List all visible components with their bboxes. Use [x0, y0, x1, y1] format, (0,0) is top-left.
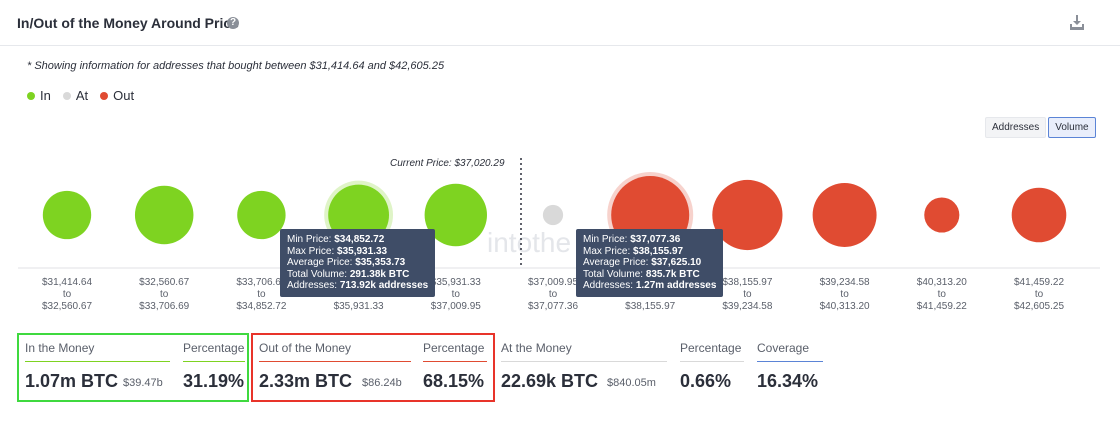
bubble-in [134, 185, 194, 245]
in-the-money-label: In the Money [25, 341, 170, 362]
tick-label-from: $37,009.95 [528, 277, 578, 288]
tick-label-to: $32,560.67 [42, 301, 92, 312]
legend-label-in: In [40, 88, 51, 103]
tick-label-connector: to [840, 289, 849, 300]
tick-label-connector: to [452, 289, 461, 300]
legend-dot-out [100, 91, 109, 100]
tick-label-to: $42,605.25 [1014, 301, 1064, 312]
tick-label-from: $41,459.22 [1014, 277, 1064, 288]
coverage-value: 16.34% [757, 371, 819, 391]
tick-label-to: $34,852.72 [236, 301, 286, 312]
tooltip-row: Max Price: $35,931.33 [287, 245, 388, 257]
tick-label-connector: to [549, 289, 558, 300]
bubble-out [924, 197, 960, 233]
tick-label-from: $33,706.69 [236, 277, 286, 288]
tooltip-row: Min Price: $37,077.36 [583, 234, 681, 245]
tooltip-row: Max Price: $38,155.97 [583, 245, 684, 257]
tick-label-to: $41,459.22 [917, 301, 967, 312]
in-percentage-value: 31.19% [183, 371, 245, 391]
tick-label-to: $37,009.95 [431, 301, 481, 312]
tick-label-from: $32,560.67 [139, 277, 189, 288]
bubble-in [237, 190, 286, 240]
at-the-money-value: 22.69k BTC [501, 371, 599, 391]
at-percentage-value: 0.66% [680, 371, 732, 391]
metric-toggle: Addresses Volume [985, 117, 1096, 138]
tick-label-from: $31,414.64 [42, 277, 92, 288]
in-the-money-box [17, 333, 249, 402]
range-note: * Showing information for addresses that… [27, 60, 445, 72]
out-percentage-value: 68.15% [423, 371, 485, 391]
tick-label-connector: to [938, 289, 947, 300]
bubble-at [542, 204, 564, 226]
tooltip-row: Addresses: 1.27m addresses [583, 280, 717, 291]
page-title: In/Out of the Money Around Price [17, 15, 239, 31]
legend-label-at: At [75, 88, 89, 103]
stats-panel: In the Money 1.07m BTC $39.47b Percentag… [17, 333, 837, 403]
tick-label-from: $40,313.20 [917, 277, 967, 288]
at-the-money-usd: $840.05m [607, 377, 656, 389]
bubble-out [812, 183, 877, 247]
tick-label-from: $38,155.97 [722, 277, 772, 288]
out-percentage-label: Percentage [423, 341, 487, 362]
bubble-out [712, 179, 783, 251]
coverage-label: Coverage [757, 341, 823, 362]
tick-label-to: $38,155.97 [625, 301, 675, 312]
tick-label-from: $39,234.58 [820, 277, 870, 288]
tick-label-from: $35,931.33 [431, 277, 481, 288]
in-percentage-label: Percentage [183, 341, 245, 362]
legend-item-at[interactable]: At [62, 88, 89, 103]
tick-label-to: $33,706.69 [139, 301, 189, 312]
out-of-the-money-usd: $86.24b [362, 377, 402, 389]
download-icon[interactable] [1068, 13, 1086, 31]
bubble-chart: intothe$31,414.64to$32,560.67$32,560.67t… [18, 158, 1100, 312]
tooltip-row: Addresses: 713.92k addresses [287, 280, 429, 291]
header: In/Out of the Money Around Price ? [0, 0, 1120, 46]
volume-button[interactable]: Volume [1048, 117, 1096, 138]
tick-label-to: $39,234.58 [722, 301, 772, 312]
legend-label-out: Out [113, 88, 135, 103]
current-price-label: Current Price: $37,020.29 [390, 158, 505, 169]
tick-label-connector: to [1035, 289, 1044, 300]
tick-label-connector: to [63, 289, 72, 300]
tooltip-row: Total Volume: 835.7k BTC [583, 268, 700, 280]
tooltip-in: Min Price: $34,852.72 Max Price: $35,931… [280, 229, 436, 297]
out-of-the-money-label: Out of the Money [259, 341, 411, 362]
tooltip-row: Total Volume: 291.38k BTC [287, 268, 410, 280]
legend-dot-at [62, 91, 71, 100]
legend-dot-in [27, 91, 35, 100]
tooltip-row: Average Price: $35,353.73 [287, 257, 406, 268]
out-of-the-money-box [251, 333, 495, 402]
tooltip-out: Min Price: $37,077.36 Max Price: $38,155… [576, 229, 724, 297]
tooltip-row: Min Price: $34,852.72 [287, 234, 385, 245]
out-of-the-money-value: 2.33m BTC [259, 371, 353, 391]
question-icon[interactable]: ? [227, 17, 239, 29]
tick-label-to: $40,313.20 [820, 301, 870, 312]
tick-label-connector: to [160, 289, 169, 300]
bubble-in [42, 190, 92, 240]
addresses-button[interactable]: Addresses [985, 117, 1047, 138]
in-the-money-usd: $39.47b [123, 377, 163, 389]
tooltip-row: Average Price: $37,625.10 [583, 257, 702, 268]
bubble-out [1011, 187, 1067, 243]
at-the-money-label: At the Money [501, 341, 667, 362]
legend-item-in[interactable]: In [27, 88, 51, 103]
tick-label-to: $35,931.33 [334, 301, 384, 312]
legend: In At Out [27, 88, 134, 103]
bubble-in [424, 183, 487, 247]
legend-item-out[interactable]: Out [100, 88, 134, 103]
watermark-text: intothe [487, 227, 571, 258]
tick-label-to: $37,077.36 [528, 301, 578, 312]
in-the-money-value: 1.07m BTC [25, 371, 119, 391]
at-percentage-label: Percentage [680, 341, 744, 362]
tick-label-connector: to [257, 289, 266, 300]
tick-label-connector: to [743, 289, 752, 300]
